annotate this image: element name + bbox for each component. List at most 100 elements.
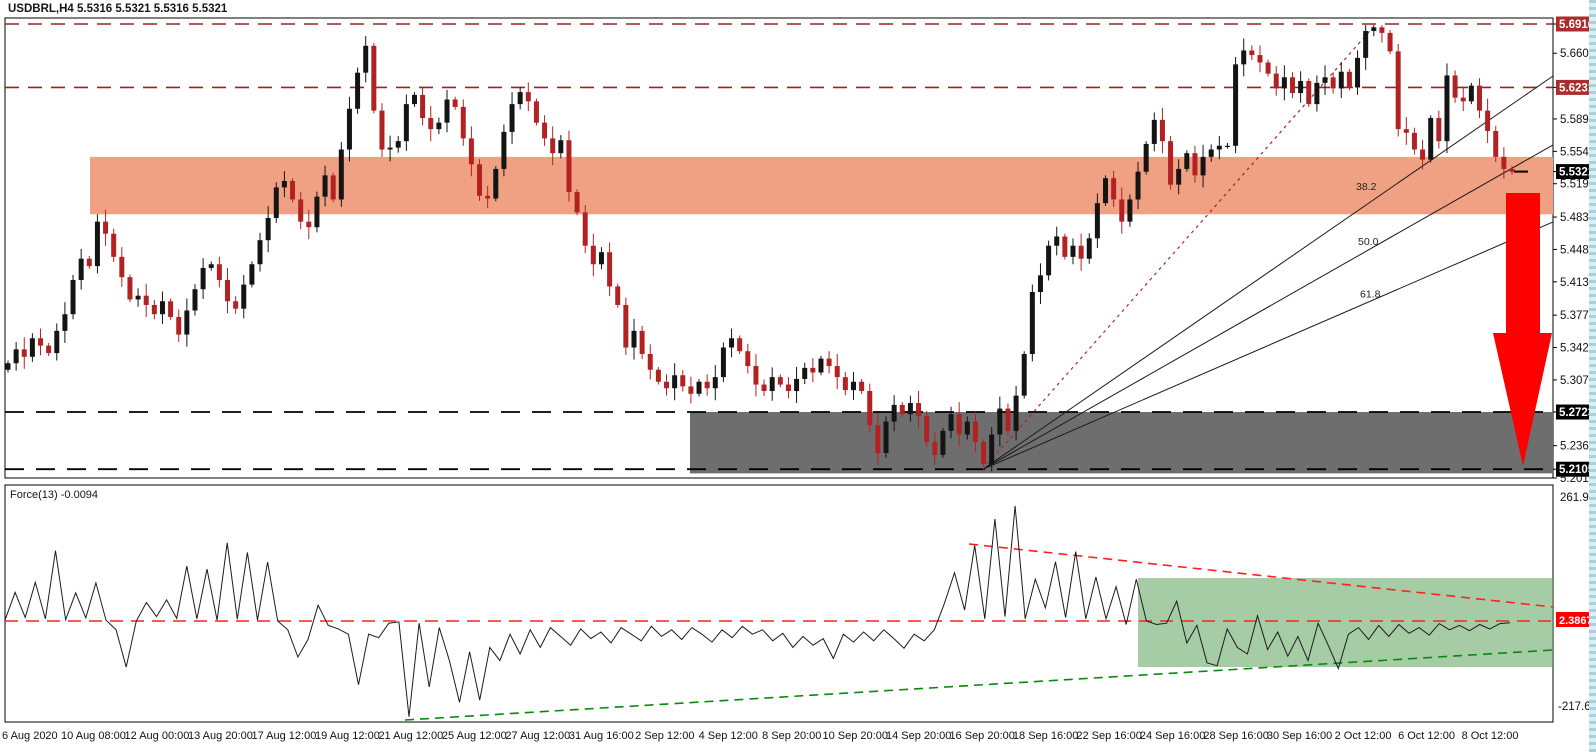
candle-body [468,138,474,165]
candle-body [70,279,76,315]
candle-body [1111,178,1117,200]
candle-body [1314,82,1320,105]
candle-body [420,94,426,119]
candle-body [1233,64,1239,146]
candle-body [989,434,995,465]
price-tick-label: 5.6600 [1560,48,1595,60]
candle-body [1420,149,1426,160]
candle-body [899,404,905,415]
candle-body [119,256,125,278]
fib-fan-label: 50.0 [1358,236,1379,248]
candle-body [891,404,897,422]
indicator-panel [4,484,1554,723]
candles-layer [5,25,1528,472]
candle-body [200,267,206,290]
fib-fan-line[interactable] [982,144,1554,470]
candle-body [940,430,946,455]
candle-body [1143,143,1149,172]
candle-body [777,377,783,385]
candle-body [322,175,328,197]
candle-body [1200,156,1206,176]
candle-body [306,221,312,228]
date-tick-label: 22 Sep 16:00 [1076,730,1141,742]
candle-body [1094,203,1100,239]
candle-body [257,240,263,265]
indicator-current-box-label: 2.3867 [1559,615,1593,627]
candle-body [86,258,92,267]
candle-body [1176,168,1182,185]
indicator-consolidation-zone[interactable] [1138,578,1553,667]
candle-body [737,338,743,352]
candle-body [924,415,930,442]
candle-body [1127,199,1133,222]
fib-fan-line[interactable] [982,221,1554,470]
candle-body [1403,129,1409,133]
candle-body [13,349,19,364]
price-tick-label: 5.4480 [1560,244,1595,256]
candle-body [1208,149,1214,157]
candle-body [1184,153,1190,169]
candle-body [1103,178,1109,204]
candle-body [273,187,279,218]
candle-body [598,252,604,265]
candle-body [1037,275,1043,292]
candle-body [1289,77,1295,94]
candle-body [810,367,816,373]
price-tick-label: 5.4830 [1560,212,1595,224]
indicator-min-label: -217.662 [1558,701,1596,713]
candle-body [1509,168,1515,172]
candle-body [574,192,580,213]
candle-body [834,366,840,378]
symbol-title: USDBRL,H4 5.5316 5.5321 5.5316 5.5321 [8,3,228,15]
candle-body [794,378,800,392]
candle-body [249,264,255,285]
candle-body [964,421,970,435]
candle-body [867,391,873,426]
candle-body [972,421,978,442]
date-tick-label: 8 Sep 20:00 [762,730,821,742]
fib-fan-line[interactable] [982,75,1554,470]
candle-body [639,330,645,354]
candle-body [859,381,865,392]
candle-body [290,180,296,200]
candle-body [1224,145,1230,147]
candle-body [1355,57,1361,88]
candle-body [94,221,100,267]
indicator-green-trendline[interactable] [404,649,1554,721]
candle-body [103,221,109,234]
candle-body [1387,32,1393,52]
candle-body [363,45,369,73]
fib-fan-label: 38.2 [1356,181,1377,193]
sell-arrow[interactable] [1493,193,1552,466]
candle-body [1046,245,1052,276]
candle-body [298,199,304,222]
candle-body [525,92,531,102]
candle-body [346,108,352,150]
candle-body [168,301,174,317]
date-tick-label: 6 Oct 12:00 [1398,730,1455,742]
indicator-max-label: 261.9757 [1560,492,1596,504]
price-tick-label: 5.3420 [1560,343,1595,355]
candle-body [493,168,499,199]
date-tick-label: 16 Sep 20:00 [949,730,1014,742]
candle-body [1298,81,1304,94]
candle-body [1070,245,1076,257]
support-zone[interactable] [690,412,1553,474]
candle-body [387,147,393,150]
candle-body [452,99,458,107]
candle-body [623,304,629,348]
candle-body [54,330,60,354]
candle-body [46,345,52,354]
date-tick-label: 2 Sep 12:00 [635,730,694,742]
candle-body [997,408,1003,435]
candle-body [208,264,214,268]
candle-body [566,140,572,193]
candle-body [509,104,515,132]
resistance-zone[interactable] [90,156,1553,215]
indicator-red-trendline[interactable] [968,543,1554,608]
candle-body [729,338,735,348]
candle-body [1485,110,1491,131]
candle-body [355,72,361,109]
date-tick-label: 6 Aug 2020 [2,730,58,742]
